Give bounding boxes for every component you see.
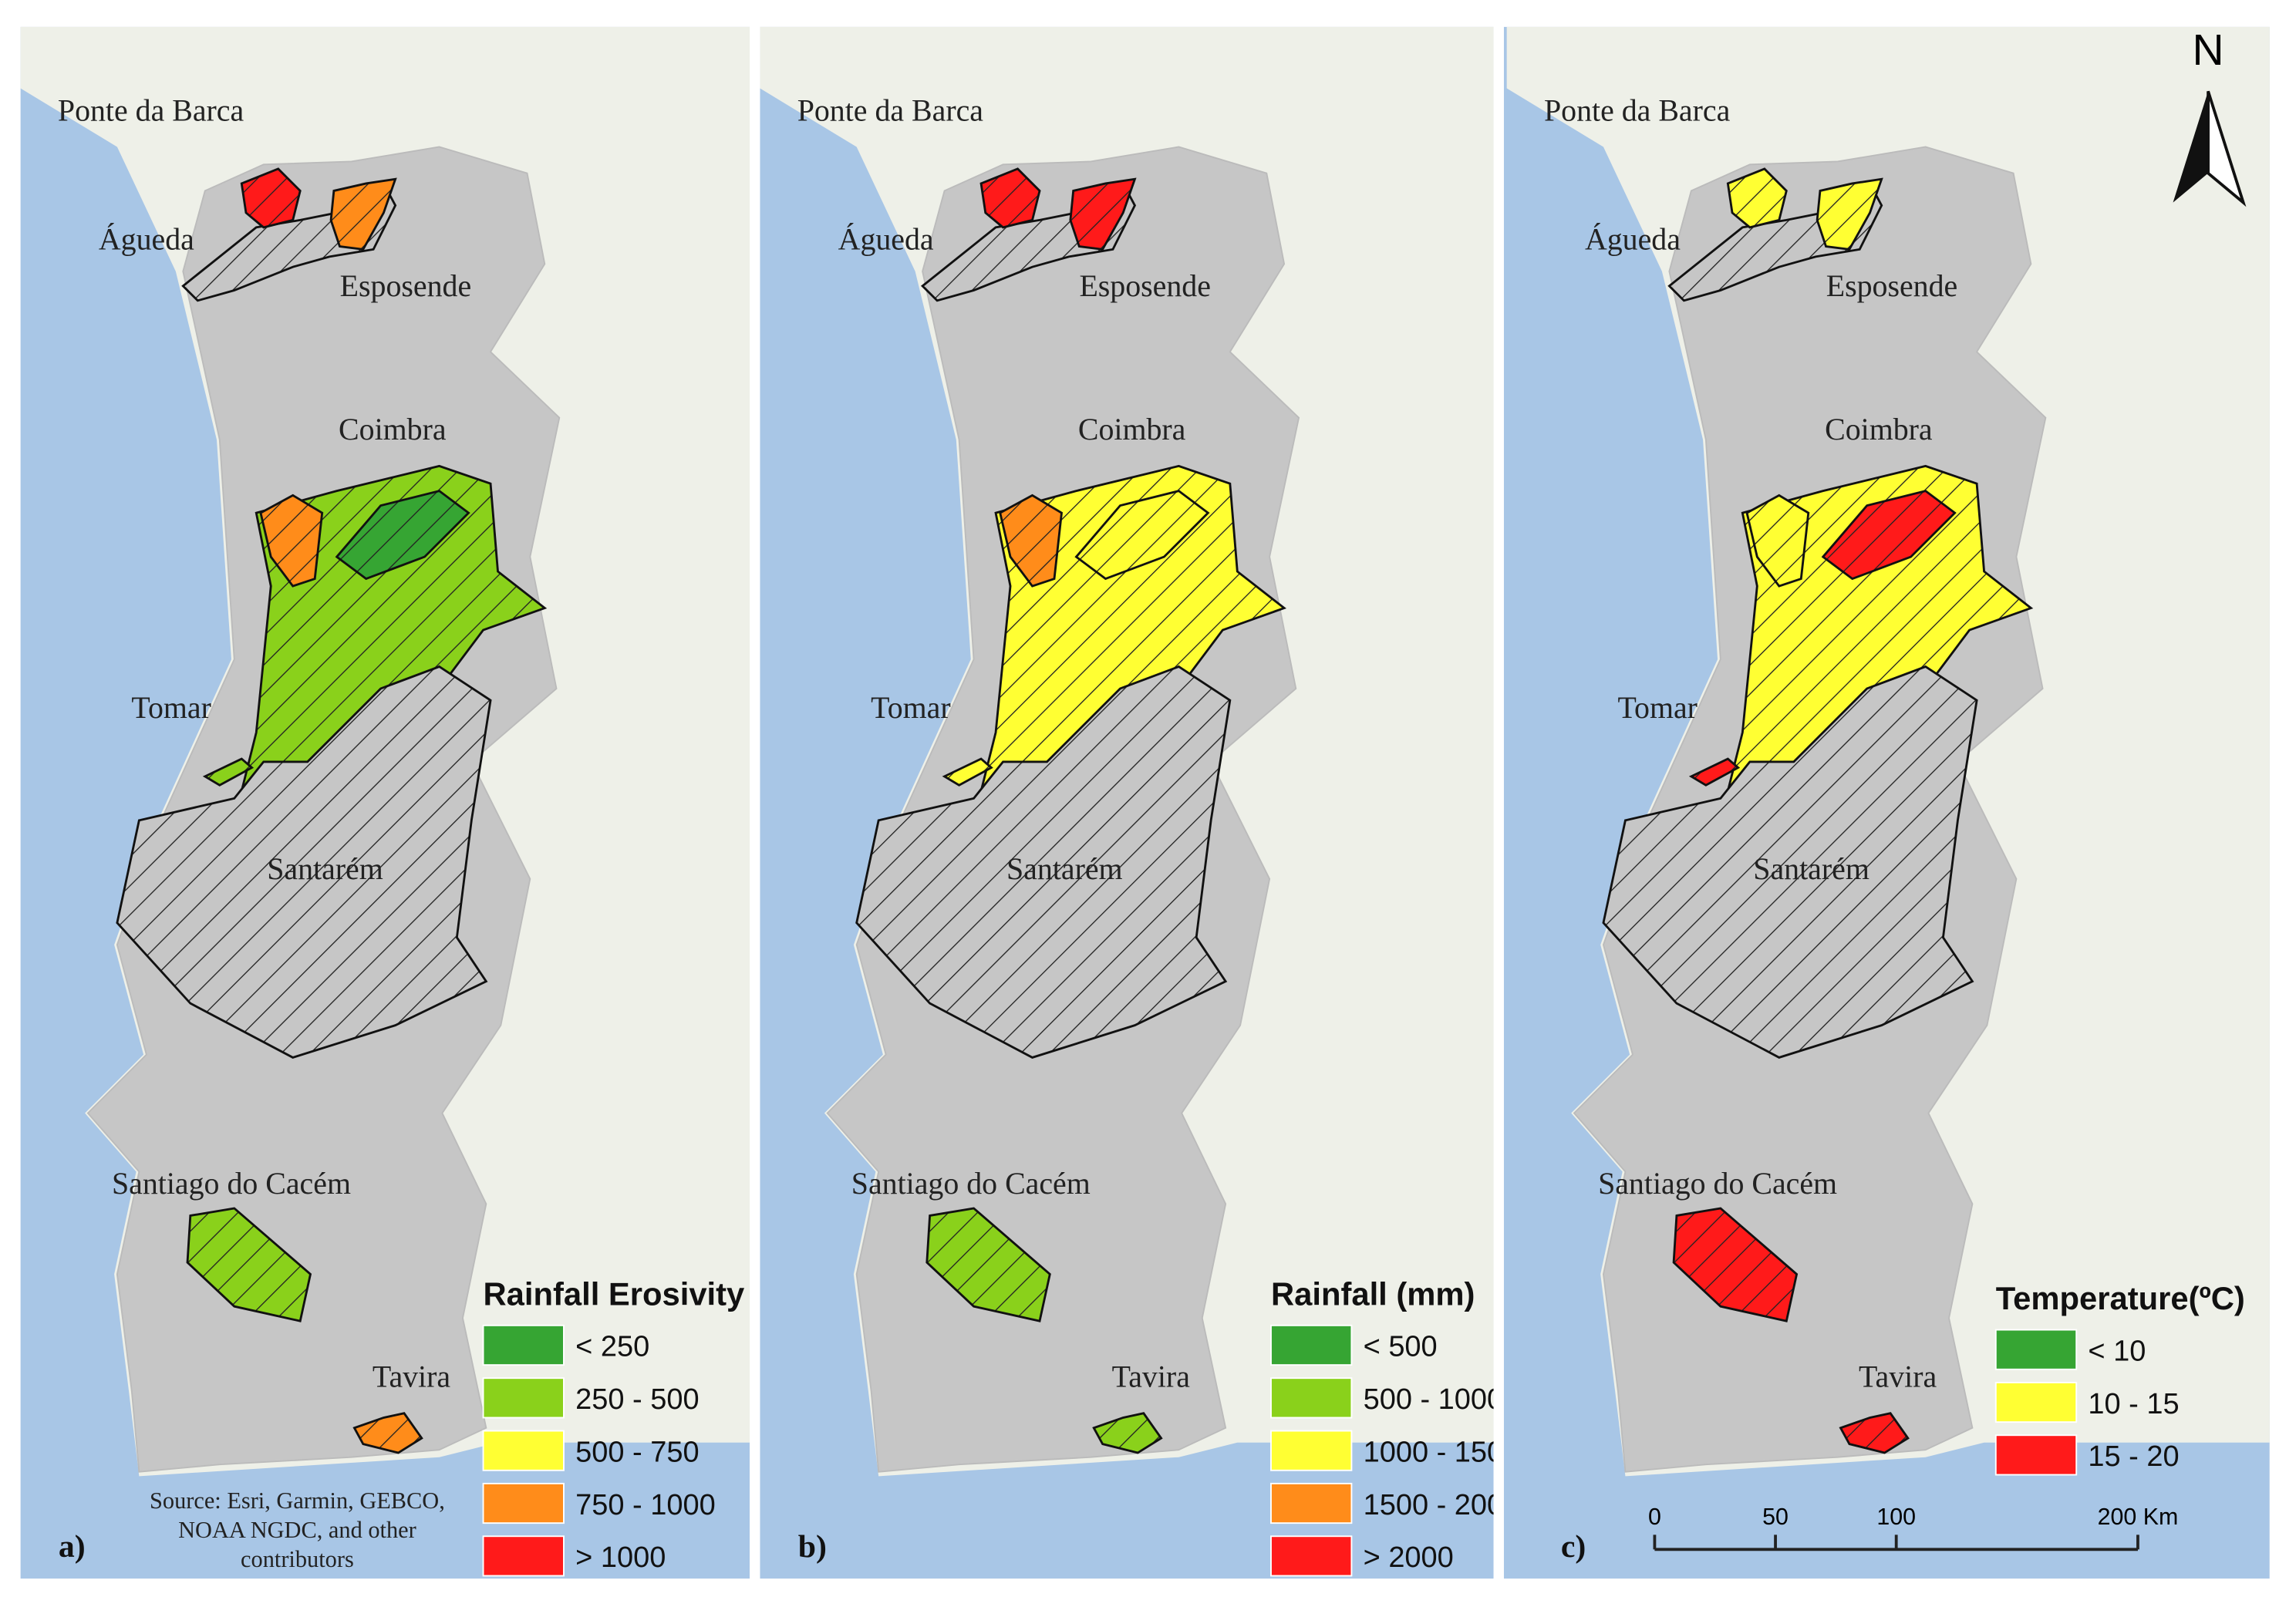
place-name: Coimbra (1825, 412, 1933, 446)
legend-title: Temperature(ºC) (1996, 1280, 2245, 1316)
legend-swatch (1270, 1535, 1353, 1577)
region-hatch (335, 490, 470, 581)
panel: Ponte da Barca Águeda Esposende Coimbra Toma… (20, 26, 750, 1579)
legend-title: Rainfall (mm) (1271, 1275, 1475, 1312)
legend-swatch (1994, 1329, 2078, 1370)
place-name: Esposende (1079, 268, 1210, 303)
region-hatch (979, 167, 1041, 229)
panel-label: c) (1561, 1529, 1586, 1565)
place-name: Ponte da Barca (797, 93, 984, 127)
region-hatch (352, 1412, 423, 1454)
source-text: contributors (241, 1546, 354, 1572)
panel-label: b) (798, 1529, 827, 1565)
legend-swatch (1270, 1430, 1353, 1471)
legend-label: 500 - 750 (575, 1436, 699, 1468)
region-hatch (1602, 665, 1978, 1059)
place-name: Santarém (1006, 851, 1123, 886)
region-hatch (1745, 494, 1810, 588)
place-name: Tomar (1617, 690, 1697, 725)
place-name: Santarém (1753, 851, 1870, 886)
legend-swatch (482, 1482, 565, 1524)
region-hatch (1821, 490, 1957, 581)
region-hatch (1069, 177, 1137, 251)
scale-label: 50 (1762, 1504, 1789, 1530)
place-name: Tavira (373, 1359, 451, 1394)
place-name: Tomar (871, 690, 950, 725)
source-text: NOAA NGDC, and other (178, 1517, 416, 1543)
region-hatch (202, 757, 255, 787)
legend-label: 500 - 1000 (1364, 1383, 1504, 1416)
place-name: Esposende (1826, 268, 1957, 303)
legend-label: < 500 (1364, 1331, 1438, 1363)
place-name: Tavira (1859, 1359, 1937, 1394)
region-hatch (855, 665, 1232, 1059)
legend-swatch (482, 1535, 565, 1577)
north-arrow-left (2173, 91, 2209, 203)
region-hatch (1672, 1207, 1799, 1322)
source-text: Source: Esri, Garmin, GEBCO, (150, 1487, 445, 1514)
place-name: Coimbra (1078, 412, 1186, 446)
legend-swatch (1994, 1434, 2078, 1476)
panel: Ponte da Barca Águeda Esposende Coimbra Toma… (1503, 26, 2270, 1579)
legend-label: < 10 (2088, 1335, 2146, 1367)
north-arrow-right (2207, 90, 2247, 207)
place-name: Tavira (1112, 1359, 1191, 1394)
legend-label: 1000 - 1500 (1364, 1436, 1520, 1468)
legend-label: 10 - 15 (2088, 1388, 2179, 1420)
legend-label: 15 - 20 (2088, 1440, 2179, 1473)
legend-label: 1500 - 2000 (1364, 1489, 1520, 1521)
panels: Ponte da Barca Águeda Esposende Coimbra Toma… (20, 26, 2270, 1579)
region-hatch (1688, 757, 1741, 787)
region-hatch (1726, 167, 1788, 229)
region-hatch (329, 177, 397, 251)
map-layer: Ponte da Barca Águeda Esposende Coimbra Toma… (1506, 26, 2270, 1477)
region-hatch (1074, 490, 1210, 581)
place-name: Águeda (1585, 221, 1681, 256)
legend-label: > 2000 (1364, 1541, 1454, 1574)
panel: Ponte da Barca Águeda Esposende Coimbra Toma… (760, 26, 1520, 1579)
region-hatch (1092, 1412, 1163, 1454)
place-name: Santiago do Cacém (851, 1166, 1091, 1201)
region-hatch (186, 1207, 312, 1322)
legend-label: > 1000 (575, 1541, 666, 1574)
place-name: Santiago do Cacém (112, 1166, 351, 1201)
place-name: Esposende (340, 268, 471, 303)
region-hatch (1816, 177, 1883, 251)
place-name: Ponte da Barca (58, 93, 244, 127)
scale-label: 0 (1648, 1504, 1661, 1530)
region-hatch (925, 1207, 1051, 1322)
legend-label: < 250 (575, 1331, 649, 1363)
north-label: N (2193, 25, 2224, 75)
region-hatch (999, 494, 1063, 588)
legend-swatch (482, 1324, 565, 1366)
place-name: Coimbra (339, 412, 447, 446)
legend-title: Rainfall Erosivity (484, 1275, 745, 1312)
place-name: Águeda (99, 221, 194, 256)
region-hatch (942, 757, 993, 787)
place-name: Santiago do Cacém (1598, 1166, 1837, 1201)
map-layer: Ponte da Barca Águeda Esposende Coimbra Toma… (20, 26, 750, 1477)
north-arrow: N (2173, 25, 2247, 207)
legend-label: 750 - 1000 (575, 1489, 716, 1521)
legend-swatch (482, 1377, 565, 1419)
legend-swatch (1270, 1482, 1353, 1524)
legend-swatch (1270, 1324, 1353, 1366)
place-name: Tomar (131, 690, 211, 725)
place-name: Ponte da Barca (1544, 93, 1731, 127)
legend-swatch (1994, 1381, 2078, 1423)
region-hatch (240, 167, 302, 229)
region-hatch (116, 665, 492, 1059)
panel-label: a) (59, 1529, 86, 1565)
region-hatch (259, 494, 324, 588)
region-hatch (1839, 1412, 1910, 1454)
scale-label: 100 (1876, 1504, 1916, 1530)
place-name: Águeda (838, 221, 934, 256)
map-layer: Ponte da Barca Águeda Esposende Coimbra Toma… (760, 26, 1494, 1477)
scale-label: 200 Km (2098, 1504, 2179, 1530)
legend-label: 250 - 500 (575, 1383, 699, 1416)
legend-swatch (1270, 1377, 1353, 1419)
place-name: Santarém (267, 851, 383, 886)
legend-swatch (482, 1430, 565, 1471)
